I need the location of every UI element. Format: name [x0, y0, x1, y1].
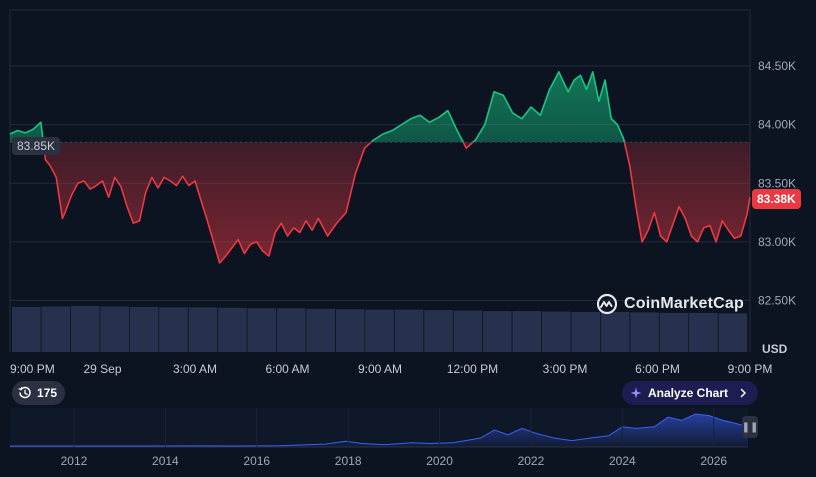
- volume-bar: [159, 307, 188, 352]
- x-tick-label: 9:00 PM: [10, 362, 55, 376]
- x-tick-label: 12:00 PM: [447, 362, 498, 376]
- x-tick-label: 3:00 AM: [173, 362, 217, 376]
- open-price-badge: 83.85K: [12, 137, 61, 155]
- navigator-year-label: 2018: [335, 454, 362, 468]
- volume-bar: [100, 306, 129, 352]
- watermark-text: CoinMarketCap: [624, 295, 744, 312]
- y-tick-label: 82.50K: [758, 294, 796, 308]
- volume-bar: [571, 311, 600, 352]
- navigator-year-label: 2020: [426, 454, 453, 468]
- price-area: [10, 71, 750, 263]
- navigator[interactable]: 2012 2014 2016 2018 2020 2022 2024 2026: [10, 408, 749, 468]
- volume-bar: [689, 312, 718, 352]
- volume-bar: [70, 306, 100, 352]
- volume-bar: [659, 312, 689, 352]
- last-price-badge: 83.38K: [752, 189, 801, 209]
- volume-bar: [394, 309, 424, 352]
- navigator-year-label: 2026: [700, 454, 727, 468]
- x-tick-label: 9:00 PM: [728, 362, 773, 376]
- analyze-chart-button[interactable]: Analyze Chart: [622, 381, 759, 405]
- history-button[interactable]: 175: [12, 381, 66, 405]
- chevron-right-icon: [740, 388, 746, 398]
- history-clock-icon: [18, 386, 31, 399]
- navigator-year-label: 2022: [518, 454, 545, 468]
- history-count: 175: [37, 386, 58, 400]
- volume-bar: [188, 307, 218, 352]
- x-tick-label: 29 Sep: [83, 362, 121, 376]
- navigator-handle[interactable]: ❚❚: [742, 416, 758, 438]
- volume-bar: [12, 306, 41, 352]
- navigator-line: [10, 413, 749, 447]
- x-axis: 9:00 PM 29 Sep 3:00 AM 6:00 AM 9:00 AM 12:00 …: [10, 362, 772, 376]
- navigator-year-label: 2012: [61, 454, 88, 468]
- volume-bar: [41, 306, 71, 352]
- volume-bar: [218, 307, 247, 352]
- x-tick-label: 6:00 PM: [635, 362, 680, 376]
- volume-bar: [247, 308, 277, 352]
- y-tick-label: 83.00K: [758, 235, 796, 249]
- volume-bars: [12, 306, 748, 352]
- y-axis: 82.50K 83.00K 83.50K 84.00K 84.50K: [758, 59, 796, 308]
- coinmarketcap-logo-icon: [596, 293, 618, 315]
- navigator-year-label: 2024: [609, 454, 636, 468]
- x-tick-label: 9:00 AM: [358, 362, 402, 376]
- volume-bar: [483, 311, 512, 352]
- analyze-chart-label: Analyze Chart: [648, 386, 729, 400]
- volume-bar: [306, 308, 336, 352]
- volume-bar: [512, 311, 542, 352]
- currency-label: USD: [762, 342, 788, 356]
- pause-icon: ❚❚: [741, 421, 759, 433]
- volume-bar: [276, 308, 306, 352]
- volume-bar: [600, 311, 630, 352]
- y-tick-label: 83.50K: [758, 176, 796, 190]
- navigator-area: [10, 414, 748, 447]
- volume-bar: [541, 311, 571, 352]
- price-line-down: [42, 142, 751, 264]
- volume-bar: [335, 309, 365, 352]
- x-tick-label: 3:00 PM: [543, 362, 588, 376]
- navigator-year-label: 2016: [243, 454, 270, 468]
- volume-bar: [630, 312, 659, 352]
- sparkle-icon: [630, 387, 642, 399]
- volume-bar: [129, 306, 159, 352]
- x-tick-label: 6:00 AM: [265, 362, 309, 376]
- price-line: [9, 71, 751, 264]
- volume-bar: [424, 310, 453, 352]
- volume-bar: [365, 309, 394, 352]
- navigator-year-label: 2014: [152, 454, 179, 468]
- y-tick-label: 84.00K: [758, 118, 796, 132]
- price-area-down: [43, 142, 750, 263]
- volume-bar: [718, 313, 748, 352]
- price-area-up: [10, 71, 750, 143]
- coinmarketcap-watermark: CoinMarketCap: [596, 293, 744, 315]
- y-tick-label: 84.50K: [758, 59, 796, 73]
- volume-bar: [453, 310, 483, 352]
